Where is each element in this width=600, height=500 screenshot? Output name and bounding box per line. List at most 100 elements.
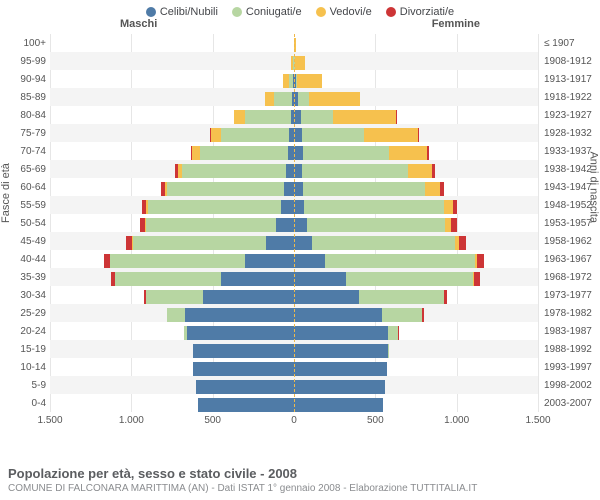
age-label: 25-29 [0,308,46,319]
bar-area [50,324,538,338]
female-bar [294,380,385,394]
seg-divorziati [440,182,444,196]
bar-area [50,162,538,176]
seg-coniugati [298,92,309,106]
plot-area: Fasce di età Anni di nascita 100+≤ 19079… [0,34,600,412]
seg-celibi [294,146,303,160]
age-label: 45-49 [0,236,46,247]
seg-celibi [245,254,294,268]
table-row: 10-141993-1997 [50,358,538,376]
seg-celibi [294,290,359,304]
seg-divorziati [427,146,429,160]
seg-vedovi [295,56,305,70]
male-bar [234,110,294,124]
seg-vedovi [294,38,296,52]
seg-coniugati [346,272,473,286]
seg-vedovi [444,200,453,214]
seg-vedovi [333,110,396,124]
legend-item-coniugati: Coniugati/e [232,6,302,18]
birth-year-label: 1963-1967 [544,254,600,265]
seg-coniugati [167,308,185,322]
birth-year-label: ≤ 1907 [544,38,600,49]
table-row: 35-391968-1972 [50,268,538,286]
seg-coniugati [221,128,289,142]
seg-divorziati [444,290,447,304]
age-label: 85-89 [0,92,46,103]
seg-coniugati [115,272,221,286]
table-row: 50-541953-1957 [50,214,538,232]
bar-area [50,90,538,104]
legend: Celibi/NubiliConiugati/eVedovi/eDivorzia… [0,0,600,18]
seg-coniugati [307,218,445,232]
seg-celibi [276,218,294,232]
age-label: 15-19 [0,344,46,355]
seg-celibi [221,272,294,286]
x-axis: 1.5001.00050005001.0001.500 [50,412,538,432]
seg-vedovi [408,164,432,178]
x-tick: 0 [291,415,297,426]
seg-divorziati [432,164,435,178]
female-bar [294,200,457,214]
seg-divorziati [422,308,423,322]
table-row: 60-641943-1947 [50,178,538,196]
female-bar [294,74,322,88]
male-bar [283,74,294,88]
age-label: 5-9 [0,380,46,391]
birth-year-label: 1988-1992 [544,344,600,355]
table-row: 100+≤ 1907 [50,34,538,52]
female-bar [294,56,305,70]
seg-celibi [294,254,325,268]
seg-coniugati [382,308,423,322]
seg-celibi [294,344,388,358]
table-row: 85-891918-1922 [50,88,538,106]
seg-celibi [294,380,385,394]
seg-coniugati [133,236,266,250]
female-bar [294,344,389,358]
table-row: 65-691938-1942 [50,160,538,178]
chart-title: Popolazione per età, sesso e stato civil… [8,466,592,481]
birth-year-label: 1918-1922 [544,92,600,103]
seg-divorziati [396,110,397,124]
bar-area [50,144,538,158]
population-pyramid: Celibi/NubiliConiugati/eVedovi/eDivorzia… [0,0,600,500]
seg-coniugati [301,110,334,124]
seg-coniugati [359,290,444,304]
seg-celibi [294,236,312,250]
female-bar [294,326,398,340]
age-label: 35-39 [0,272,46,283]
seg-celibi [294,272,346,286]
male-bar [167,308,294,322]
seg-celibi [294,164,302,178]
table-row: 20-241983-1987 [50,322,538,340]
age-label: 10-14 [0,362,46,373]
bar-area [50,342,538,356]
birth-year-label: 1908-1912 [544,56,600,67]
birth-year-label: 2003-2007 [544,398,600,409]
bar-area [50,360,538,374]
female-bar [294,290,447,304]
female-header: Femmine [432,18,480,30]
age-label: 80-84 [0,110,46,121]
female-bar [294,110,397,124]
birth-year-label: 1938-1942 [544,164,600,175]
female-bar [294,218,457,232]
legend-item-celibi: Celibi/Nubili [146,6,218,18]
birth-year-label: 1958-1962 [544,236,600,247]
table-row: 25-291978-1982 [50,304,538,322]
male-bar [144,290,294,304]
seg-coniugati [146,290,203,304]
table-row: 30-341973-1977 [50,286,538,304]
seg-celibi [266,236,294,250]
seg-celibi [294,128,302,142]
female-bar [294,272,480,286]
birth-year-label: 1983-1987 [544,326,600,337]
seg-vedovi [425,182,440,196]
age-label: 65-69 [0,164,46,175]
seg-celibi [193,344,294,358]
bar-area [50,126,538,140]
female-bar [294,308,424,322]
birth-year-label: 1978-1982 [544,308,600,319]
coniugati-swatch [232,7,242,17]
male-bar [184,326,294,340]
seg-celibi [286,164,294,178]
